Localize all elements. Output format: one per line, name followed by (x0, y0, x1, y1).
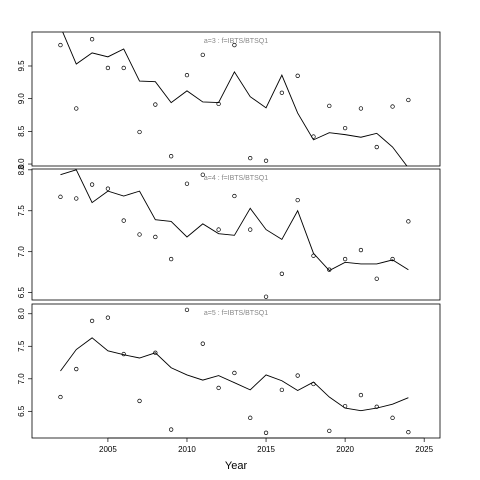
point (406, 219, 411, 224)
x-tick-label: 2015 (257, 445, 275, 454)
y-tick-label: 7.0 (17, 373, 26, 385)
point (105, 65, 111, 71)
point (200, 172, 205, 177)
point (390, 104, 395, 109)
y-tick-label: 6.5 (17, 287, 26, 299)
point (184, 307, 190, 313)
point (390, 256, 395, 262)
plot-area (58, 307, 411, 435)
point (263, 430, 269, 435)
point (406, 97, 411, 103)
point (248, 156, 253, 161)
point (184, 181, 190, 186)
point (58, 42, 63, 48)
plot-area (58, 32, 411, 166)
panel-title: a=5 : f=IBTS/BTSQ1 (204, 310, 268, 317)
point (295, 197, 300, 203)
y-tick-label: 9.0 (17, 93, 26, 105)
y-tick-label: 8.0 (17, 158, 26, 170)
point (137, 129, 142, 135)
point (248, 227, 253, 232)
point (121, 218, 126, 223)
point (358, 106, 364, 111)
point (263, 158, 269, 163)
point (342, 256, 348, 262)
point (58, 194, 63, 199)
point (295, 373, 300, 378)
point (248, 415, 253, 420)
point (153, 350, 158, 355)
point (105, 186, 111, 191)
point (374, 404, 379, 409)
y-tick-label: 8.0 (17, 308, 26, 320)
point (200, 52, 205, 58)
point (169, 256, 174, 262)
panel-frame (31, 303, 441, 439)
point (232, 42, 237, 48)
point (232, 370, 237, 376)
point (216, 385, 221, 391)
y-tick-label: 7.5 (17, 205, 26, 217)
panel-title: a=3 : f=IBTS/BTSQ1 (204, 38, 268, 45)
y-tick-label: 7.0 (17, 246, 26, 258)
y-tick-label: 8.5 (17, 125, 26, 137)
line (60, 337, 409, 412)
panel: a=5 : f=IBTS/BTSQ1 6.5 7.0 7.5 8.0 2005 2010 20… (17, 303, 441, 472)
point (279, 271, 285, 276)
plot-area (58, 169, 411, 299)
y-tick-label: 6.5 (17, 405, 26, 417)
panel-title: a=4 : f=IBTS/BTSQ1 (204, 175, 268, 182)
point (295, 73, 300, 78)
point (121, 65, 126, 71)
point (74, 196, 79, 201)
point (279, 387, 285, 393)
line (60, 169, 409, 272)
point (358, 392, 364, 398)
point (406, 429, 411, 435)
y-tick-label: 7.5 (17, 340, 26, 352)
y-tick-label: 8.0 (17, 164, 26, 176)
x-tick-label: 2020 (336, 445, 354, 454)
point (216, 227, 221, 232)
point (390, 415, 395, 420)
point (200, 341, 205, 346)
point (89, 182, 95, 187)
point (74, 106, 79, 111)
point (374, 144, 379, 150)
point (74, 366, 79, 372)
point (358, 247, 364, 253)
panel-frame (31, 31, 441, 167)
panel-frame (31, 168, 441, 301)
y-tick-label: 9.5 (17, 60, 26, 72)
point (184, 72, 190, 78)
point (153, 234, 158, 240)
point (374, 276, 379, 281)
x-tick-label: 2010 (178, 445, 196, 454)
x-tick-label: 2005 (99, 445, 117, 454)
point (89, 37, 95, 42)
panel: a=3 : f=IBTS/BTSQ1 8.0 8.5 9.0 9.5 (17, 31, 441, 170)
point (137, 232, 142, 237)
point (153, 102, 158, 107)
point (169, 427, 174, 432)
point (263, 294, 269, 299)
line (62, 32, 408, 166)
point (327, 428, 332, 433)
point (105, 315, 111, 320)
point (137, 398, 142, 404)
x-tick-label: 2025 (415, 445, 433, 454)
point (89, 318, 95, 324)
point (327, 103, 332, 109)
point (232, 193, 237, 199)
point (58, 394, 63, 400)
point (169, 154, 174, 159)
panel: a=4 : f=IBTS/BTSQ1 6.5 7.0 7.5 8.0 (17, 164, 441, 301)
x-axis-label: Year (225, 460, 248, 472)
point (342, 125, 348, 131)
point (279, 90, 285, 95)
